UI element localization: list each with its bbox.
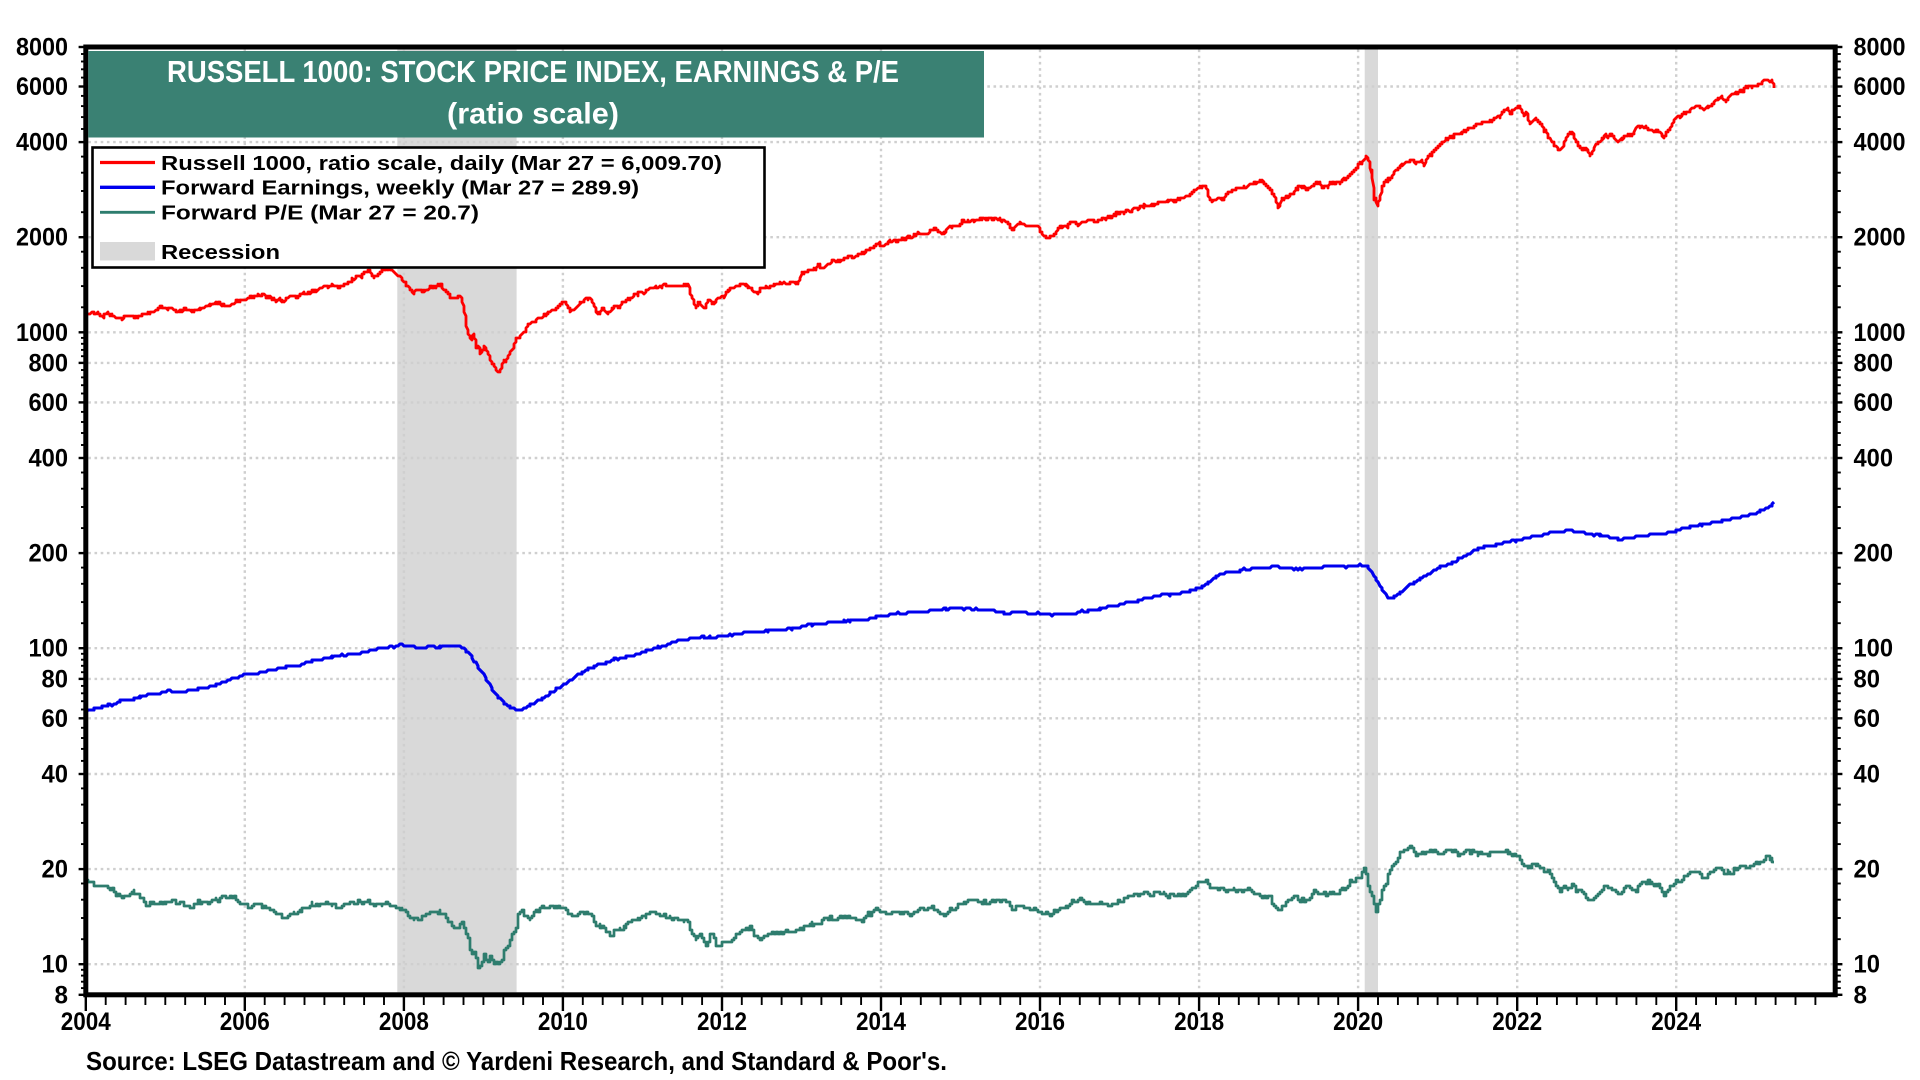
svg-text:2000: 2000 <box>1854 224 1906 252</box>
svg-text:Recession: Recession <box>161 241 280 264</box>
svg-text:RUSSELL 1000: STOCK PRICE INDE: RUSSELL 1000: STOCK PRICE INDEX, EARNING… <box>167 55 899 89</box>
svg-text:200: 200 <box>1854 540 1894 568</box>
svg-text:Forward Earnings, weekly (Mar: Forward Earnings, weekly (Mar 27 = 289.9… <box>161 177 639 200</box>
svg-text:4000: 4000 <box>1854 129 1906 157</box>
svg-text:100: 100 <box>1854 635 1894 663</box>
svg-text:10: 10 <box>42 951 69 979</box>
svg-text:8000: 8000 <box>16 34 68 62</box>
svg-text:2010: 2010 <box>538 1008 588 1036</box>
svg-text:8: 8 <box>55 981 69 1009</box>
svg-text:600: 600 <box>1854 389 1894 417</box>
svg-text:2018: 2018 <box>1174 1008 1224 1036</box>
svg-text:6000: 6000 <box>16 73 68 101</box>
svg-text:Source: LSEG Datastream and ©: Source: LSEG Datastream and © Yardeni Re… <box>86 1046 947 1076</box>
svg-text:800: 800 <box>29 349 69 377</box>
svg-text:4000: 4000 <box>16 129 68 157</box>
svg-text:20: 20 <box>42 856 69 884</box>
svg-text:8000: 8000 <box>1854 34 1906 62</box>
svg-text:8: 8 <box>1854 981 1868 1009</box>
svg-text:2022: 2022 <box>1492 1008 1542 1036</box>
svg-text:10: 10 <box>1854 951 1881 979</box>
svg-text:2000: 2000 <box>16 224 68 252</box>
svg-text:80: 80 <box>42 665 69 693</box>
svg-text:2004: 2004 <box>61 1008 111 1036</box>
svg-text:800: 800 <box>1854 349 1894 377</box>
svg-text:Forward P/E (Mar 27 = 20.7): Forward P/E (Mar 27 = 20.7) <box>161 202 479 225</box>
svg-text:400: 400 <box>1854 445 1894 473</box>
svg-text:1000: 1000 <box>16 319 68 347</box>
svg-text:80: 80 <box>1854 665 1881 693</box>
svg-text:2012: 2012 <box>697 1008 747 1036</box>
svg-text:40: 40 <box>42 761 69 789</box>
svg-text:6000: 6000 <box>1854 73 1906 101</box>
svg-text:1000: 1000 <box>1854 319 1906 347</box>
svg-text:20: 20 <box>1854 856 1881 884</box>
svg-text:Russell 1000, ratio scale, dai: Russell 1000, ratio scale, daily (Mar 27… <box>161 152 722 175</box>
svg-text:2008: 2008 <box>379 1008 429 1036</box>
svg-text:40: 40 <box>1854 761 1881 789</box>
svg-text:2016: 2016 <box>1015 1008 1065 1036</box>
svg-text:2020: 2020 <box>1333 1008 1383 1036</box>
svg-text:200: 200 <box>29 540 69 568</box>
svg-text:(ratio scale): (ratio scale) <box>447 98 619 131</box>
svg-text:60: 60 <box>1854 705 1881 733</box>
svg-text:2006: 2006 <box>220 1008 270 1036</box>
svg-text:2024: 2024 <box>1651 1008 1701 1036</box>
svg-text:600: 600 <box>29 389 69 417</box>
svg-text:100: 100 <box>29 635 69 663</box>
svg-text:2014: 2014 <box>856 1008 906 1036</box>
svg-text:60: 60 <box>42 705 69 733</box>
svg-text:400: 400 <box>29 445 69 473</box>
